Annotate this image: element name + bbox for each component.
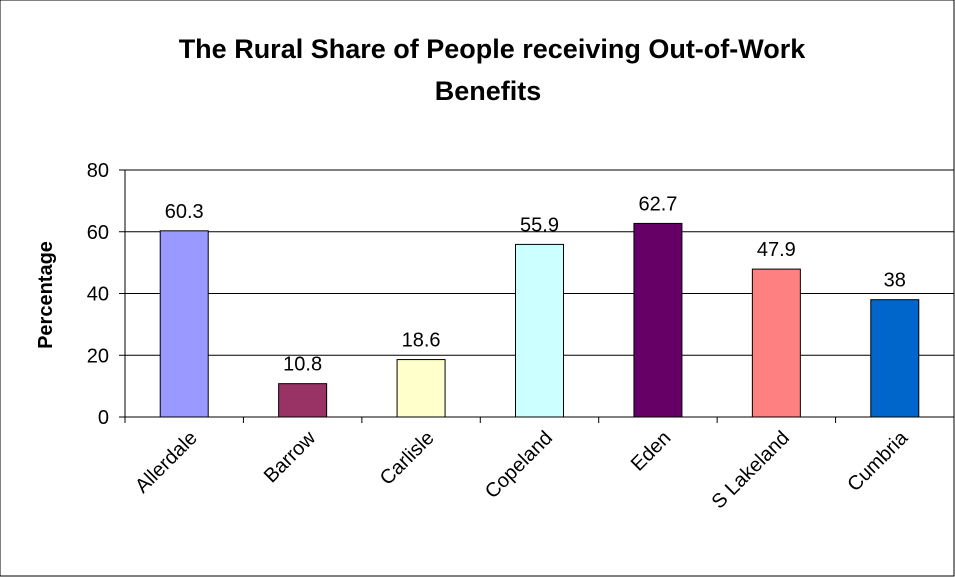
y-tick-label: 20 — [87, 345, 109, 367]
bar-s-lakeland — [751, 268, 801, 418]
chart-title-line-2: Benefits — [435, 76, 542, 106]
y-tick-label: 80 — [87, 160, 109, 182]
bar-allerdale — [159, 230, 209, 418]
chart-title-line-1: The Rural Share of People receiving Out-… — [179, 34, 807, 64]
data-label: 62.7 — [638, 193, 677, 215]
bar-copeland — [515, 243, 564, 418]
y-tick-label: 0 — [98, 407, 109, 429]
bar-carlisle — [396, 359, 446, 418]
y-axis-label: Percentage — [35, 241, 57, 349]
bars — [159, 222, 920, 418]
data-label: 10.8 — [283, 354, 322, 376]
data-label: 38 — [884, 270, 906, 292]
data-label: 60.3 — [165, 201, 204, 223]
bar-barrow — [278, 383, 328, 418]
y-tick-label: 40 — [87, 284, 109, 306]
data-label: 47.9 — [757, 239, 796, 261]
bar-cumbria — [870, 299, 920, 418]
data-label: 18.6 — [402, 330, 441, 352]
axes — [119, 169, 955, 423]
data-labels: 60.3 10.8 18.6 55.9 62.7 47.9 38 — [165, 193, 906, 375]
y-tick-label: 60 — [87, 222, 109, 244]
bar-eden — [633, 222, 683, 418]
data-label: 55.9 — [520, 214, 559, 236]
y-tick-labels: 0 20 40 60 80 — [87, 160, 109, 429]
